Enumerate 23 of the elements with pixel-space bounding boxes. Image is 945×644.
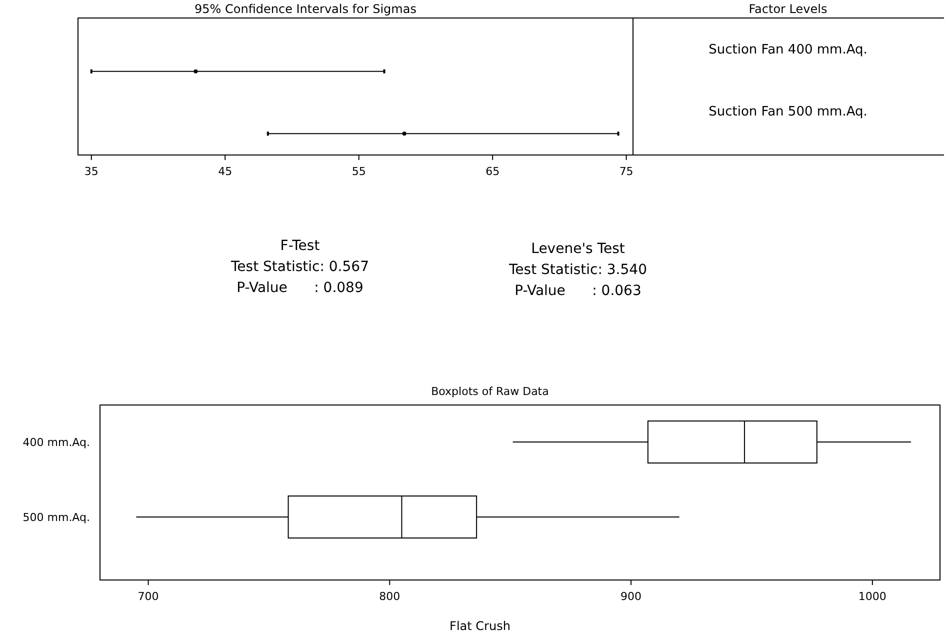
text: F-Test	[280, 238, 320, 254]
y-tick-label: Suction Fan 400 mm.Aq.	[708, 42, 868, 58]
y-tick-label: 500 mm.Aq.	[22, 511, 90, 524]
text: Levene's Test	[531, 241, 626, 257]
x-tick-label: 55	[352, 165, 366, 178]
text: P-Value : 0.063	[514, 283, 642, 299]
x-tick-label: 35	[84, 165, 98, 178]
x-tick-label: 45	[218, 165, 232, 178]
x-tick-label: 800	[379, 590, 400, 603]
x-tick-label: 75	[619, 165, 634, 178]
text: P-Value : 0.089	[236, 280, 364, 296]
y-tick-label: Suction Fan 500 mm.Aq.	[708, 104, 868, 120]
legend-title: Factor Levels	[748, 2, 828, 16]
x-tick-label: 900	[620, 590, 642, 603]
text: Test Statistic: 0.567	[230, 259, 369, 275]
x-axis-title: Flat Crush	[450, 619, 510, 633]
y-tick-label: 400 mm.Aq.	[22, 436, 90, 449]
text: Test Statistic: 3.540	[508, 262, 647, 278]
x-tick-label: 700	[138, 590, 159, 603]
x-tick-label: 1000	[858, 590, 886, 603]
chart-title: Boxplots of Raw Data	[431, 385, 549, 398]
chart-title: 95% Confidence Intervals for Sigmas	[194, 2, 416, 16]
x-tick-label: 65	[486, 165, 500, 178]
